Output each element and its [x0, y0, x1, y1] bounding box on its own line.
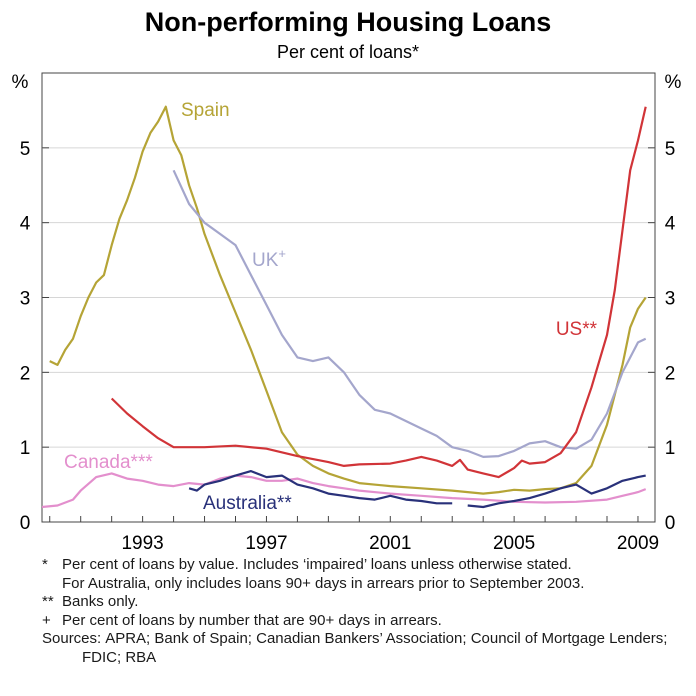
- axis-ticks: 0 0 1 1 2 2 3 3 4 4 5 5 1993 1997 2001 2005 2009: [20, 139, 676, 554]
- y-tick-label-right: 0: [665, 513, 676, 534]
- footnotes: * Per cent of loans by value. Includes ‘…: [42, 556, 682, 667]
- y-tick-label-right: 4: [665, 214, 676, 235]
- footnote-marker: *: [42, 556, 48, 573]
- chart-title: Non-performing Housing Loans: [145, 7, 551, 37]
- series-label-uk: UK+: [252, 246, 286, 271]
- gridlines: [42, 147, 655, 448]
- sources-note: Sources: APRA; Bank of Spain; Canadian Ba…: [42, 630, 682, 667]
- series-line-us: [110, 106, 647, 479]
- sources-text: APRA; Bank of Spain; Canadian Bankers’ A…: [82, 630, 668, 666]
- x-tick-label: 2009: [617, 533, 659, 554]
- chart-subtitle: Per cent of loans*: [277, 42, 419, 62]
- footnote: + Per cent of loans by number that are 9…: [42, 612, 682, 631]
- series-line-spain: [49, 105, 647, 495]
- x-tick-label: 1997: [245, 533, 287, 554]
- y-tick-label-left: 3: [20, 289, 31, 310]
- series-lines: [41, 105, 647, 509]
- footnote-text: Per cent of loans by number that are 90+…: [62, 611, 442, 629]
- chart-area: Non-performing Housing Loans Per cent of…: [12, 7, 682, 554]
- series-line-uk: [172, 169, 647, 458]
- y-tick-label-left: 0: [20, 513, 31, 534]
- series-label-canada: Canada***: [64, 452, 153, 473]
- series-line-australia: [188, 470, 646, 509]
- sources-prefix: Sources:: [42, 630, 102, 647]
- footnote-marker: +: [42, 611, 51, 629]
- y-unit-left: %: [12, 72, 29, 93]
- footnote-text: Banks only.: [62, 593, 139, 610]
- y-tick-label-left: 1: [20, 438, 31, 459]
- y-tick-label-right: 1: [665, 438, 676, 459]
- footnote: * Per cent of loans by value. Includes ‘…: [42, 556, 682, 593]
- x-tick-label: 2005: [493, 533, 535, 554]
- series-labels: Spain UK+ US** Canada*** Australia**: [64, 100, 598, 514]
- footnote: ** Banks only.: [42, 593, 682, 612]
- series-label-australia: Australia**: [203, 493, 292, 514]
- y-tick-label-right: 5: [665, 139, 676, 160]
- series-label-spain: Spain: [181, 100, 230, 121]
- x-tick-label: 2001: [369, 533, 411, 554]
- y-tick-label-right: 3: [665, 289, 676, 310]
- y-tick-label-left: 2: [20, 363, 31, 384]
- footnote-text: Per cent of loans by value. Includes ‘im…: [62, 556, 585, 592]
- y-tick-label-right: 2: [665, 363, 676, 384]
- y-unit-right: %: [665, 72, 682, 93]
- y-tick-label-left: 4: [20, 214, 31, 235]
- y-tick-label-left: 5: [20, 139, 31, 160]
- footnote-marker: **: [42, 593, 54, 610]
- series-line-canada: [41, 472, 647, 509]
- series-label-us: US**: [556, 319, 598, 340]
- x-tick-label: 1993: [121, 533, 163, 554]
